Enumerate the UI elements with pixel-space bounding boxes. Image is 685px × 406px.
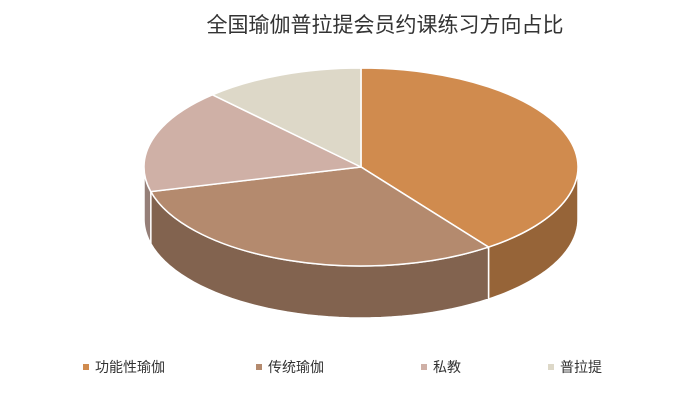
- chart-title: 全国瑜伽普拉提会员约课练习方向占比: [207, 13, 564, 37]
- pie-slice: [360, 67, 579, 248]
- pie-slice: [149, 166, 491, 267]
- legend-swatch: [83, 364, 89, 370]
- legend-label: 传统瑜伽: [268, 360, 324, 376]
- pie-slice: [210, 67, 362, 169]
- legend-label: 普拉提: [560, 360, 602, 376]
- pie-slice: [143, 94, 364, 193]
- legend-label: 功能性瑜伽: [95, 360, 165, 376]
- legend-swatch: [421, 364, 427, 370]
- legend-swatch: [256, 364, 262, 370]
- legend-label: 私教: [433, 360, 461, 376]
- legend-swatch: [548, 364, 554, 370]
